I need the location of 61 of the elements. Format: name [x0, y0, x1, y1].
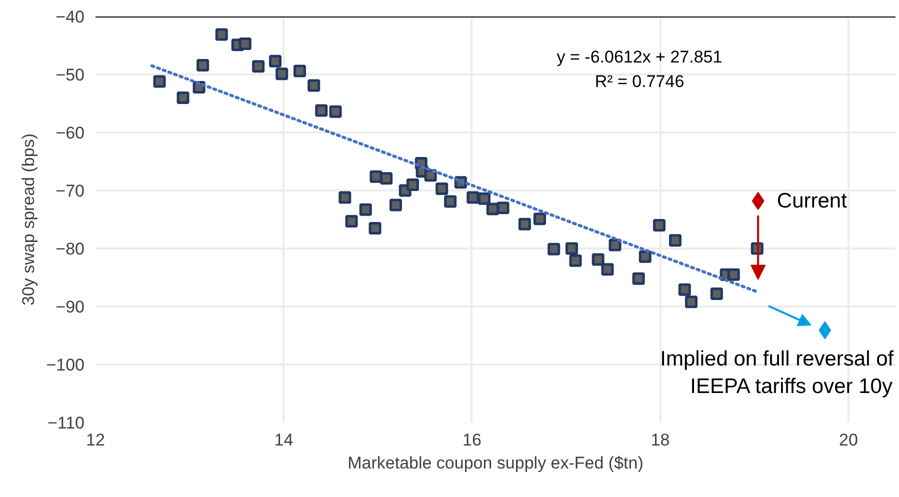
point [548, 242, 560, 256]
y-tick-label: −60 [56, 124, 85, 142]
point [685, 296, 698, 308]
y-axis-title: 30y swap spread (bps) [19, 134, 38, 306]
point [196, 58, 210, 72]
point [406, 178, 419, 191]
x-axis-title: Marketable coupon supply ex-Fed ($tn) [348, 454, 644, 472]
legend-label: Implied on full reversal of IEEPA tariffs over 10y [660, 348, 894, 398]
point [653, 219, 666, 232]
point [359, 203, 372, 216]
point [601, 263, 614, 276]
point [533, 212, 546, 226]
point [608, 238, 622, 252]
annotation: R² = 0.7746 [594, 72, 684, 91]
point [669, 234, 682, 247]
point [293, 64, 306, 78]
series-label: Current [776, 189, 848, 212]
point [338, 191, 352, 204]
point [315, 104, 328, 117]
point [444, 195, 457, 208]
x-tick-label: 16 [462, 430, 482, 450]
point [176, 91, 190, 104]
x-tick-label: 20 [838, 430, 858, 450]
point [436, 182, 448, 196]
point [153, 75, 166, 88]
y-tick-label: −90 [56, 298, 85, 316]
point [308, 79, 320, 92]
point [569, 254, 582, 267]
point [389, 198, 402, 212]
x-tick-label: 14 [274, 430, 294, 450]
point [238, 38, 252, 50]
point [345, 214, 358, 228]
point [518, 218, 531, 230]
point [478, 192, 490, 205]
y-tick-label: −100 [46, 356, 85, 374]
point [466, 191, 480, 204]
y-tick-label: −80 [56, 240, 85, 258]
y-tick-label: −110 [47, 414, 84, 432]
point [710, 287, 723, 300]
point [496, 202, 510, 214]
point [592, 253, 604, 266]
point [380, 172, 393, 185]
point [632, 272, 645, 285]
point [269, 54, 282, 68]
point [252, 60, 265, 73]
point [752, 192, 764, 210]
point [638, 250, 652, 263]
x-tick-label: 18 [650, 430, 670, 450]
y-tick-label: −40 [56, 8, 85, 26]
y-tick-label: −50 [56, 66, 85, 84]
point [678, 283, 691, 296]
point [565, 242, 578, 255]
point [215, 28, 228, 41]
y-tick-label: −70 [56, 182, 85, 200]
point [727, 268, 740, 281]
annotation: y = -6.0612x + 27.851 [556, 48, 722, 67]
x-tick-label: 12 [86, 430, 105, 450]
point [818, 321, 832, 340]
point [329, 105, 342, 118]
point [368, 222, 382, 234]
point [276, 68, 288, 80]
